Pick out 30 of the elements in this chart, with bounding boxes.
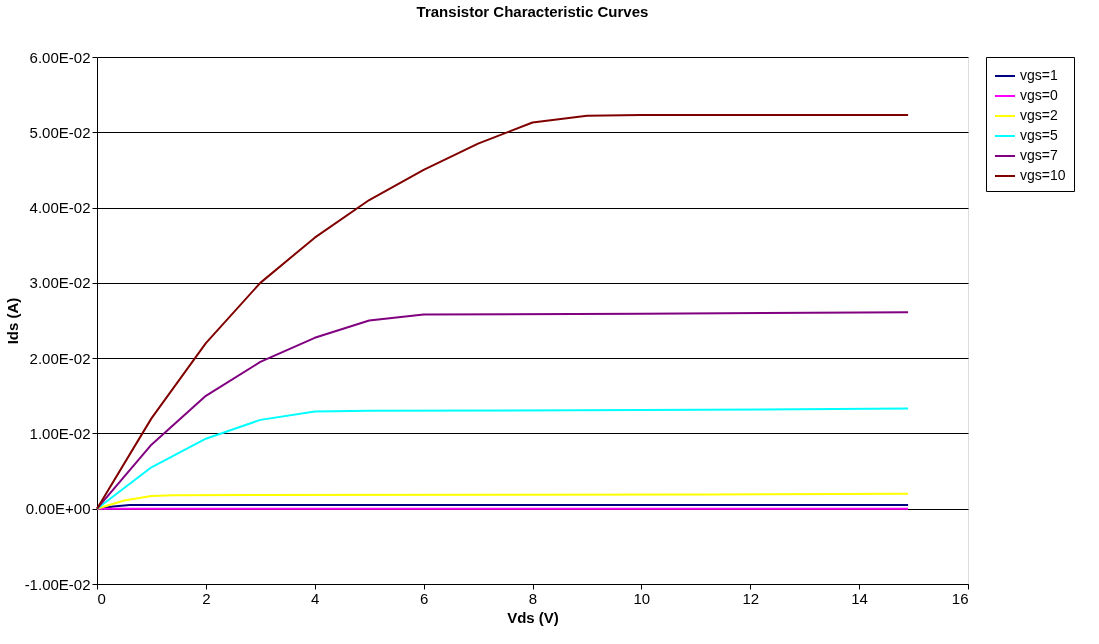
y-tick-label: 5.00E-02 <box>29 123 91 141</box>
y-tick-label: 0.00E+00 <box>25 500 91 518</box>
x-tick-label: 2 <box>202 589 211 607</box>
line-series <box>96 311 910 510</box>
y-axis-title: Ids (A) <box>3 297 21 345</box>
y-tick-label: -1.00E-02 <box>24 575 91 593</box>
legend-label: vgs=1 <box>1020 67 1058 83</box>
x-tick-label: 0 <box>97 589 106 607</box>
x-tick-label: 10 <box>633 589 651 607</box>
legend-label: vgs=7 <box>1020 147 1058 163</box>
chart-title: Transistor Characteristic Curves <box>416 3 649 20</box>
x-tick-label: 16 <box>951 589 969 607</box>
legend-label: vgs=5 <box>1020 127 1058 143</box>
x-tick-label: 8 <box>528 589 538 607</box>
x-tick-label: 12 <box>742 589 760 607</box>
y-tick-label: 2.00E-02 <box>29 349 91 367</box>
legend-label: vgs=2 <box>1020 107 1058 123</box>
y-tick-label: 6.00E-02 <box>29 48 91 66</box>
line-series <box>96 492 910 510</box>
line-series <box>96 407 910 510</box>
legend-label: vgs=0 <box>1020 87 1058 103</box>
x-tick-label: 14 <box>851 589 868 607</box>
x-tick-label: 4 <box>311 589 320 607</box>
line-series <box>96 113 910 510</box>
y-tick-label: 1.00E-02 <box>29 424 91 442</box>
y-tick-label: 3.00E-02 <box>29 274 91 292</box>
x-tick-label: 6 <box>419 589 429 607</box>
legend-label: vgs=10 <box>1020 167 1066 183</box>
y-tick-label: 4.00E-02 <box>29 199 91 217</box>
x-axis-title: Vds (V) <box>507 608 559 626</box>
